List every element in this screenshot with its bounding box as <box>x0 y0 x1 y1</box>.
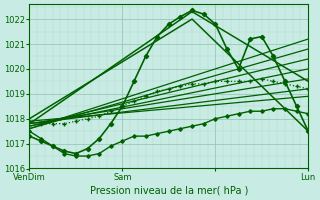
X-axis label: Pression niveau de la mer( hPa ): Pression niveau de la mer( hPa ) <box>90 186 248 196</box>
